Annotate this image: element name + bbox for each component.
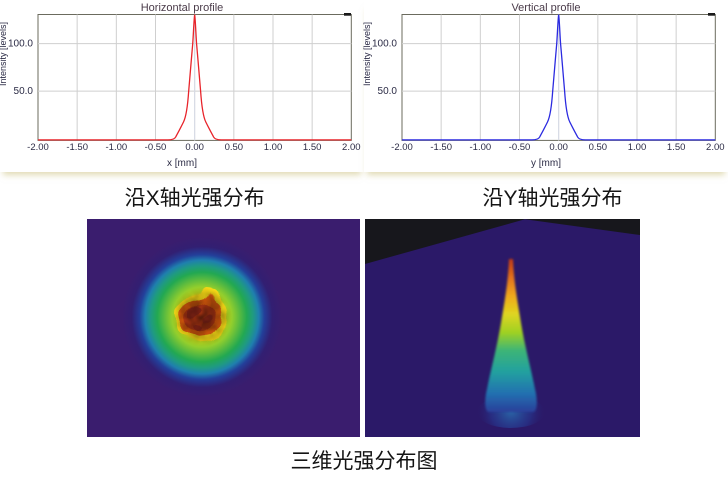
svg-text:2.00: 2.00 (342, 142, 361, 153)
svg-text:1.00: 1.00 (264, 142, 283, 153)
svg-text:0.00: 0.00 (549, 142, 568, 153)
svg-text:-2.00: -2.00 (27, 142, 49, 153)
svg-text:50.0: 50.0 (378, 86, 398, 97)
svg-text:-0.50: -0.50 (145, 142, 167, 153)
svg-text:0.50: 0.50 (589, 142, 608, 153)
svg-text:0.00: 0.00 (185, 142, 204, 153)
svg-text:0.50: 0.50 (225, 142, 244, 153)
svg-text:100.0: 100.0 (8, 39, 33, 50)
svg-text:-1.50: -1.50 (430, 142, 452, 153)
svg-text:1.50: 1.50 (667, 142, 686, 153)
svg-text:-1.50: -1.50 (66, 142, 88, 153)
svg-text:-0.50: -0.50 (509, 142, 531, 153)
svg-text:-1.00: -1.00 (106, 142, 128, 153)
svg-text:100.0: 100.0 (372, 39, 397, 50)
svg-text:2.00: 2.00 (706, 142, 725, 153)
svg-text:1.00: 1.00 (628, 142, 647, 153)
svg-text:1.50: 1.50 (303, 142, 322, 153)
svg-text:-2.00: -2.00 (391, 142, 413, 153)
svg-text:-1.00: -1.00 (470, 142, 492, 153)
svg-text:50.0: 50.0 (14, 86, 34, 97)
